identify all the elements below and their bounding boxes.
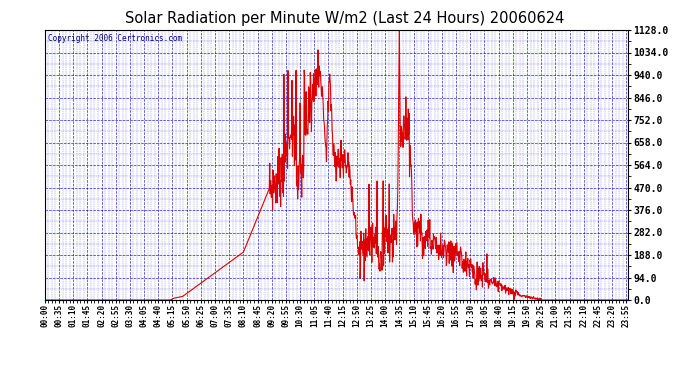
Text: Solar Radiation per Minute W/m2 (Last 24 Hours) 20060624: Solar Radiation per Minute W/m2 (Last 24… xyxy=(126,11,564,26)
Text: Copyright 2006 Certronics.com: Copyright 2006 Certronics.com xyxy=(48,34,182,43)
